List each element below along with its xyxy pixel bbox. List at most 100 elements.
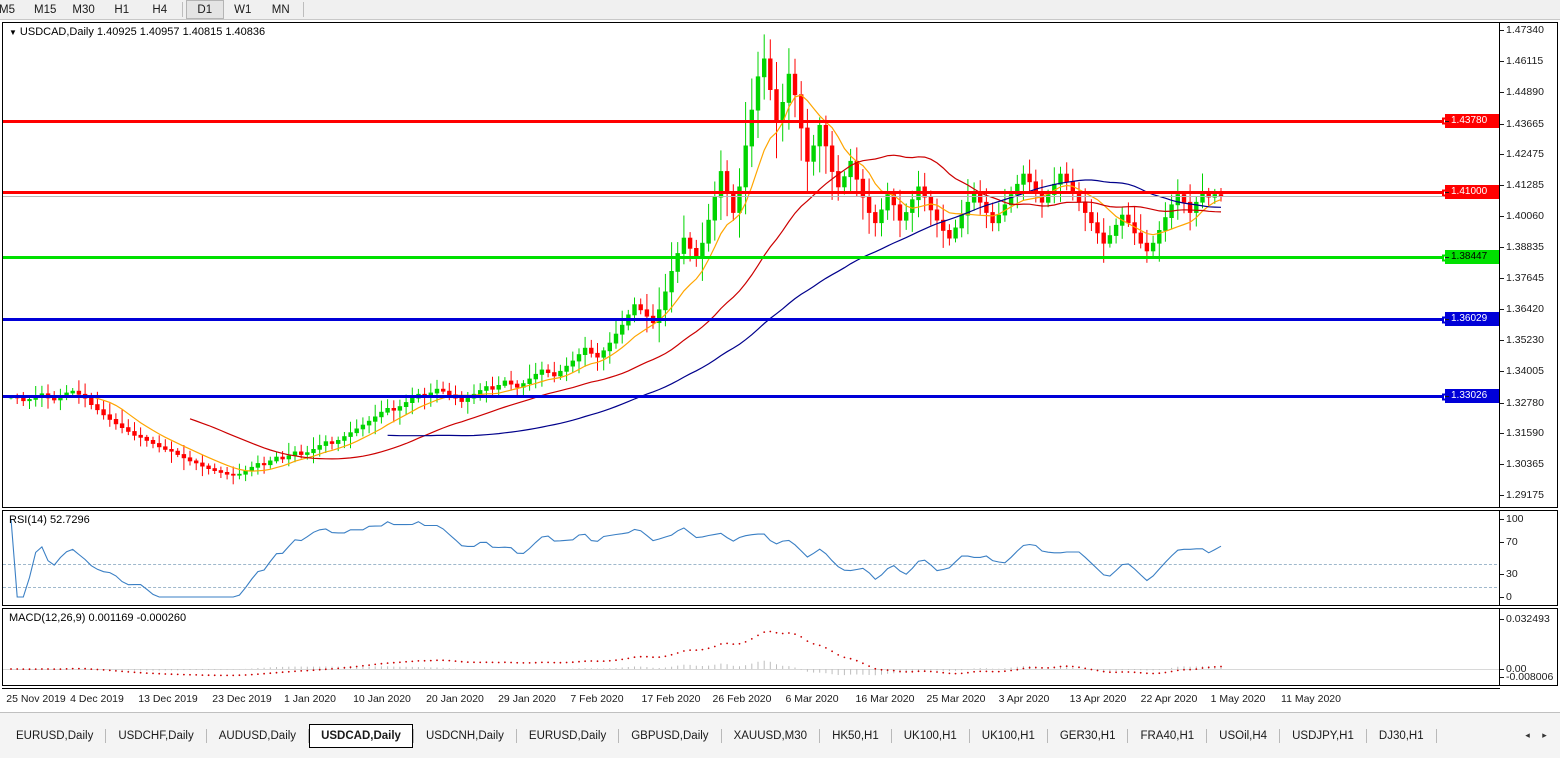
tab-divider: [412, 728, 414, 743]
rsi-pane-header: RSI(14) 52.7296: [9, 514, 90, 526]
tab-scroll-next-icon[interactable]: ▸: [1537, 727, 1552, 744]
tab-divider: [819, 728, 821, 743]
level-line-1.41000[interactable]: [3, 189, 1449, 197]
date-axis-tick: 3 Apr 2020: [998, 693, 1050, 705]
symbol-tab-xauusd-m30[interactable]: XAUUSD,M30: [722, 724, 820, 748]
bid-price-line: [3, 196, 1443, 198]
level-price-tag[interactable]: 1.33026: [1445, 389, 1503, 404]
price-axis-tick: 1.46115: [1500, 55, 1543, 67]
symbol-tab-label: USDJPY,H1: [1292, 729, 1354, 742]
macd-plot-region[interactable]: MACD(12,26,9) 0.001169 -0.000260: [3, 609, 1557, 685]
rsi-axis-tick: 100: [1500, 513, 1524, 525]
symbol-tab-label: EURUSD,Daily: [16, 729, 94, 742]
symbol-tab-eurusd-daily[interactable]: EURUSD,Daily: [4, 724, 105, 748]
timeframe-label: H1: [114, 3, 130, 16]
price-axis[interactable]: 1.47340 1.46115 1.44890 1.43665 1.42475 1.412…: [1499, 23, 1557, 507]
timeframe-button-w1[interactable]: W1: [223, 0, 262, 19]
price-axis-tick: 1.34005: [1500, 365, 1544, 377]
date-axis-tick: 22 Apr 2020: [1140, 693, 1198, 705]
chart-area[interactable]: ▼ USDCAD,Daily 1.40925 1.40957 1.40815 1.…: [0, 20, 1560, 710]
symbol-tab-label: USOil,H4: [1219, 729, 1268, 742]
candlestick-series: [8, 34, 1224, 485]
price-axis-tick: 1.38835: [1500, 241, 1544, 253]
price-axis-tick: 1.37645: [1500, 272, 1544, 284]
timeframe-label: W1: [234, 3, 252, 16]
timeframe-button-m15[interactable]: M15: [26, 0, 65, 19]
level-line-1.43780[interactable]: [3, 117, 1449, 125]
symbol-tab-label: USDCAD,Daily: [321, 729, 401, 742]
symbol-tab-label: DJ30,H1: [1378, 729, 1424, 742]
timeframe-button-d1[interactable]: D1: [185, 0, 224, 19]
symbol-tab-bar[interactable]: EURUSD,Daily USDCHF,Daily AUDUSD,Daily USDC…: [0, 712, 1560, 758]
macd-axis-tick: 0.032493: [1500, 613, 1550, 625]
symbol-tab-eurusd-daily[interactable]: EURUSD,Daily: [517, 724, 618, 748]
level-price-tag[interactable]: 1.41000: [1445, 185, 1503, 200]
timeframe-button-mn[interactable]: MN: [261, 0, 300, 19]
symbol-tab-gbpusd-daily[interactable]: GBPUSD,Daily: [619, 724, 720, 748]
rsi-axis-tick: 0: [1500, 591, 1512, 603]
macd-zero-line: [3, 669, 1557, 670]
date-axis-tick: 23 Dec 2019: [212, 693, 272, 705]
date-axis-tick: 1 May 2020: [1210, 693, 1266, 705]
timeframe-button-m30[interactable]: M30: [64, 0, 103, 19]
symbol-tab-usdchf-daily[interactable]: USDCHF,Daily: [106, 724, 205, 748]
symbol-tab-usdcad-daily[interactable]: USDCAD,Daily: [309, 723, 413, 748]
tab-scroll-prev-icon[interactable]: ◂: [1520, 727, 1535, 744]
date-axis-tick: 1 Jan 2020: [284, 693, 336, 705]
symbol-tab-hk50-h1[interactable]: HK50,H1: [820, 724, 891, 748]
timeframe-toolbar: M5 M15 M30 H1 H4 D1 W1 MN: [0, 0, 1560, 20]
rsi-level-70: [3, 564, 1557, 565]
macd-pane-header-text: MACD(12,26,9) 0.001169 -0.000260: [9, 612, 187, 624]
price-axis-tick: 1.36420: [1500, 303, 1544, 315]
symbol-tab-label: HK50,H1: [832, 729, 879, 742]
level-line-1.38447[interactable]: [3, 254, 1449, 262]
collapse-caret-icon[interactable]: ▼: [9, 28, 17, 37]
toolbar-divider: [302, 2, 304, 17]
symbol-tab-fra40-h1[interactable]: FRA40,H1: [1128, 724, 1206, 748]
symbol-tab-uk100-h1[interactable]: UK100,H1: [892, 724, 969, 748]
symbol-tab-audusd-daily[interactable]: AUDUSD,Daily: [207, 724, 308, 748]
symbol-tab-usdjpy-h1[interactable]: USDJPY,H1: [1280, 724, 1366, 748]
symbol-tab-ger30-h1[interactable]: GER30,H1: [1048, 724, 1128, 748]
date-axis[interactable]: 25 Nov 2019 4 Dec 2019 13 Dec 2019 23 Dec 2…: [2, 688, 1500, 710]
symbol-tab-usdcnh-daily[interactable]: USDCNH,Daily: [414, 724, 516, 748]
tab-divider: [1435, 728, 1437, 743]
timeframe-button-h1[interactable]: H1: [102, 0, 141, 19]
macd-indicator-pane[interactable]: MACD(12,26,9) 0.001169 -0.000260 0.03249…: [2, 608, 1558, 686]
tab-divider: [515, 728, 517, 743]
timeframe-label: H4: [152, 3, 168, 16]
tab-divider: [1046, 728, 1048, 743]
date-axis-tick: 13 Apr 2020: [1069, 693, 1127, 705]
price-axis-tick: 1.29175: [1500, 489, 1544, 501]
macd-pane-header: MACD(12,26,9) 0.001169 -0.000260: [9, 612, 186, 624]
level-price-tag[interactable]: 1.43780: [1445, 113, 1503, 128]
price-axis-tick: 1.30365: [1500, 458, 1544, 470]
price-plot-region[interactable]: ▼ USDCAD,Daily 1.40925 1.40957 1.40815 1.…: [3, 23, 1557, 507]
date-axis-tick: 16 Mar 2020: [855, 693, 915, 705]
date-axis-tick: 26 Feb 2020: [712, 693, 772, 705]
level-line-1.33026[interactable]: [3, 393, 1449, 401]
rsi-plot-region[interactable]: RSI(14) 52.7296: [3, 511, 1557, 605]
macd-axis[interactable]: 0.032493 0.00 -0.008006: [1499, 609, 1557, 685]
rsi-axis[interactable]: 100 70 30 0: [1499, 511, 1557, 605]
tab-divider: [205, 728, 207, 743]
symbol-tab-label: USDCHF,Daily: [118, 729, 194, 742]
timeframe-button-m5[interactable]: M5: [0, 0, 26, 19]
timeframe-button-h4[interactable]: H4: [140, 0, 179, 19]
rsi-axis-tick: 30: [1500, 568, 1518, 580]
symbol-tab-dj30-h1[interactable]: DJ30,H1: [1367, 724, 1436, 748]
symbol-tab-usoil-h4[interactable]: USOil,H4: [1207, 724, 1279, 748]
level-price-tag[interactable]: 1.38447: [1445, 250, 1503, 265]
symbol-tab-label: FRA40,H1: [1140, 729, 1195, 742]
rsi-indicator-pane[interactable]: RSI(14) 52.7296 100 70 30 0: [2, 510, 1558, 606]
date-axis-tick: 4 Dec 2019: [70, 693, 124, 705]
level-line-1.36029[interactable]: [3, 316, 1449, 324]
price-chart-pane[interactable]: ▼ USDCAD,Daily 1.40925 1.40957 1.40815 1.…: [2, 22, 1558, 508]
level-price-tag[interactable]: 1.36029: [1445, 312, 1503, 327]
tab-scroll-controls[interactable]: ◂ ▸: [1520, 727, 1552, 744]
symbol-tab-label: AUDUSD,Daily: [218, 729, 297, 742]
tab-divider: [1206, 728, 1208, 743]
symbol-tab-label: USDCNH,Daily: [425, 729, 504, 742]
symbol-tab-uk100-h1[interactable]: UK100,H1: [970, 724, 1047, 748]
